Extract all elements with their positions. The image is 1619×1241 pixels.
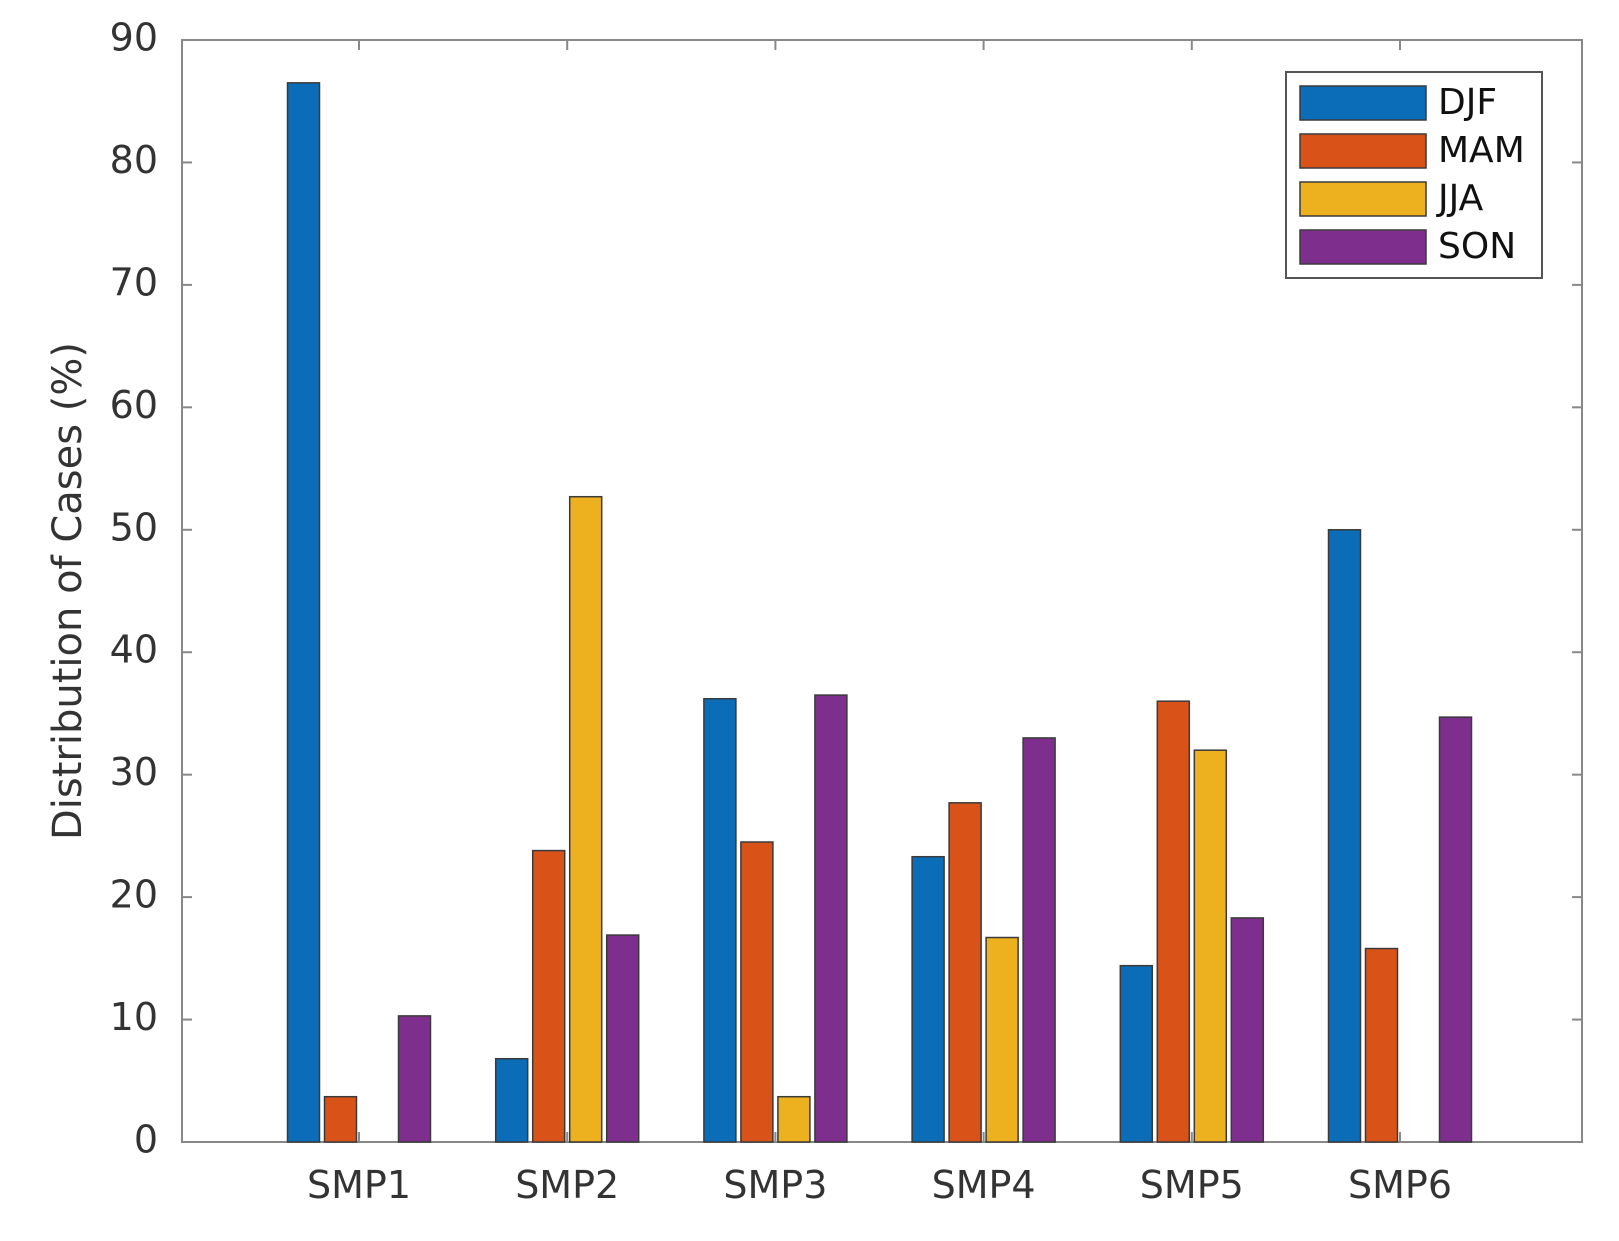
y-tick-label: 40 <box>110 628 158 672</box>
y-tick-label: 0 <box>134 1118 158 1162</box>
legend-swatch-son <box>1299 229 1427 265</box>
y-tick-label: 20 <box>110 873 158 917</box>
bar-son-smp1 <box>397 1015 432 1143</box>
bar-djf-smp6 <box>1327 529 1362 1143</box>
legend-swatch-jja <box>1299 181 1427 217</box>
bar-djf-smp3 <box>703 698 737 1143</box>
bar-son-smp4 <box>1022 737 1056 1143</box>
x-tick-label: SMP3 <box>723 1163 827 1207</box>
y-tick-label: 50 <box>110 505 158 549</box>
legend-label-mam: MAM <box>1438 130 1525 171</box>
legend-label-son: SON <box>1438 226 1516 267</box>
bar-mam-smp4 <box>948 802 982 1143</box>
y-tick-label: 80 <box>110 138 158 182</box>
y-tick-label: 90 <box>110 16 158 60</box>
legend: DJF MAM JJA SON <box>1285 71 1543 279</box>
bar-djf-smp4 <box>911 855 945 1143</box>
bar-mam-smp1 <box>323 1095 358 1143</box>
bar-mam-smp6 <box>1364 947 1399 1143</box>
x-tick-label: SMP2 <box>515 1163 619 1207</box>
x-tick-label: SMP1 <box>307 1163 411 1207</box>
bar-son-smp5 <box>1230 917 1265 1143</box>
bar-djf-smp2 <box>494 1057 529 1143</box>
bar-son-smp6 <box>1438 716 1473 1143</box>
x-tick-label: SMP4 <box>932 1163 1036 1207</box>
legend-swatch-mam <box>1299 133 1427 169</box>
bar-mam-smp3 <box>740 841 774 1143</box>
bar-son-smp2 <box>605 934 640 1143</box>
bar-jja-smp2 <box>568 495 603 1143</box>
x-tick-label: SMP6 <box>1348 1163 1452 1207</box>
y-tick-label: 70 <box>110 260 158 304</box>
bar-jja-smp3 <box>777 1095 811 1143</box>
y-tick-label: 30 <box>110 750 158 794</box>
bar-mam-smp2 <box>531 849 566 1143</box>
bar-djf-smp1 <box>286 82 321 1143</box>
bar-mam-smp5 <box>1156 700 1191 1143</box>
y-tick-label: 10 <box>110 995 158 1039</box>
y-axis-title: Distribution of Cases (%) <box>45 342 91 840</box>
bar-djf-smp5 <box>1119 964 1154 1143</box>
legend-label-djf: DJF <box>1438 82 1497 123</box>
bar-jja-smp4 <box>985 936 1019 1143</box>
x-tick-label: SMP5 <box>1140 1163 1244 1207</box>
legend-swatch-djf <box>1299 85 1427 121</box>
bar-son-smp3 <box>814 694 848 1143</box>
y-tick-label: 60 <box>110 383 158 427</box>
bar-jja-smp5 <box>1193 749 1228 1143</box>
legend-label-jja: JJA <box>1436 178 1484 219</box>
